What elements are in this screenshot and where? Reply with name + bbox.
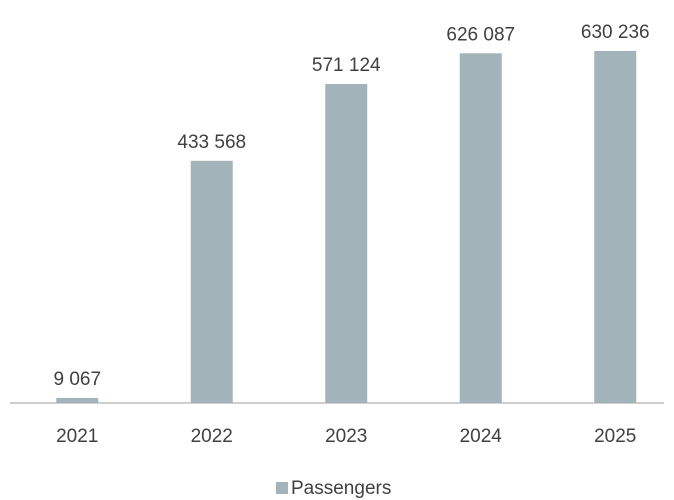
- data-label: 433 568: [177, 132, 246, 153]
- bar: [325, 83, 368, 403]
- bar: [459, 53, 502, 403]
- data-label: 9 067: [53, 369, 101, 390]
- x-tick-label: 2021: [56, 426, 98, 447]
- x-tick-label: 2024: [460, 426, 503, 447]
- bar: [594, 50, 637, 404]
- x-tick-label: 2023: [325, 426, 367, 447]
- legend-label: Passengers: [291, 478, 391, 499]
- legend-swatch: [276, 482, 288, 494]
- data-label: 626 087: [446, 24, 515, 45]
- data-label: 630 236: [581, 22, 650, 43]
- data-label: 571 124: [312, 55, 381, 76]
- x-tick-label: 2022: [191, 426, 233, 447]
- bar: [190, 160, 233, 403]
- bar: [56, 397, 99, 403]
- x-tick-label: 2025: [594, 426, 636, 447]
